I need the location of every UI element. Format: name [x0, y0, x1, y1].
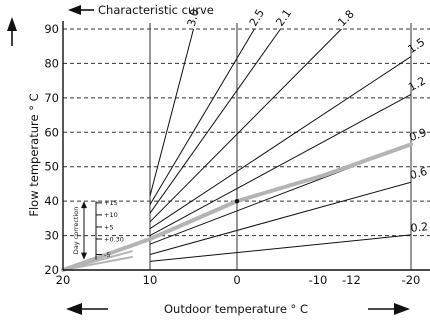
chart-title: Characteristic curve: [98, 3, 214, 17]
title-arrow-icon: [68, 5, 81, 15]
curve-line-2.5: [149, 28, 255, 205]
horizontal-gridlines: [63, 28, 430, 237]
curve-label-0.2: 0.2: [410, 220, 429, 235]
y-tick-label-90: 90: [44, 22, 59, 36]
day-correction-value--5: -5: [104, 251, 110, 259]
x-tick-label-10: 10: [143, 273, 158, 287]
curve-label-0.6: 0.6: [408, 165, 428, 182]
y-tick-label-20: 20: [44, 263, 59, 277]
x-tick-label--20: -20: [402, 273, 421, 287]
day-correction-label: Day correction: [72, 207, 80, 255]
y-tick-label-60: 60: [44, 125, 59, 139]
curve-line-1.2: [149, 93, 412, 237]
y-tick-label-30: 30: [44, 229, 59, 243]
x-tick-label--12: -12: [342, 273, 361, 287]
axes: [62, 21, 430, 271]
day-correction-value-+5: +5: [104, 223, 114, 231]
day-correction-value-+15: +15: [104, 199, 118, 207]
day-correction-up-arrow-icon: [81, 201, 87, 209]
y-axis-label: Flow temperature ° C: [27, 93, 41, 216]
highlighted-curve: [61, 142, 413, 272]
curve-line-1.8: [149, 28, 342, 223]
curve-line-2.1: [149, 28, 281, 214]
y-tick-label-70: 70: [44, 91, 59, 105]
curve-line-1.5: [149, 56, 412, 230]
curve-line-3.0: [149, 28, 194, 197]
y-axis-label-group: Flow temperature ° C: [7, 17, 41, 217]
x-axis-right-arrow-icon: [394, 303, 410, 315]
highlight-curve-marker: [234, 198, 240, 204]
curve-label-2.1: 2.1: [273, 7, 294, 29]
x-tick-label-0: 0: [233, 273, 240, 287]
x-axis-left-arrow-icon: [66, 303, 82, 315]
x-tick-labels: 20 10 0 -10 -12 -20: [56, 273, 421, 287]
x-axis-label-group: Outdoor temperature ° C: [66, 302, 410, 316]
vertical-gridlines: [149, 23, 412, 270]
y-tick-label-40: 40: [44, 194, 59, 208]
y-tick-label-80: 80: [44, 56, 59, 70]
day-correction-value-+0.30: +0.30: [104, 235, 124, 243]
curve-line-0.2: [149, 234, 412, 262]
y-axis-arrow-icon: [7, 17, 17, 31]
x-axis-label: Outdoor temperature ° C: [164, 302, 308, 316]
title-group: Characteristic curve: [68, 3, 214, 17]
curve-label-0.9: 0.9: [407, 126, 428, 144]
curve-label-2.5: 2.5: [247, 7, 267, 29]
curve-label-3.0: 3.0: [185, 8, 202, 28]
curve-line-0.6: [149, 181, 412, 255]
x-tick-label--10: -10: [309, 273, 328, 287]
day-correction-down-arrow-icon: [81, 252, 87, 260]
curve-label-1.5: 1.5: [405, 36, 427, 56]
day-correction-value-+10: +10: [104, 211, 118, 219]
y-tick-label-50: 50: [44, 160, 59, 174]
curve-label-1.2: 1.2: [406, 74, 428, 94]
heating-curves: [62, 28, 412, 271]
x-tick-label-20: 20: [56, 273, 71, 287]
day-correction-scale: +15 +10 +5 +0.30 -5 Day correction: [72, 199, 124, 260]
curve-label-1.8: 1.8: [335, 8, 357, 30]
y-tick-labels: 20 30 40 50 60 70 80 90: [44, 22, 59, 277]
